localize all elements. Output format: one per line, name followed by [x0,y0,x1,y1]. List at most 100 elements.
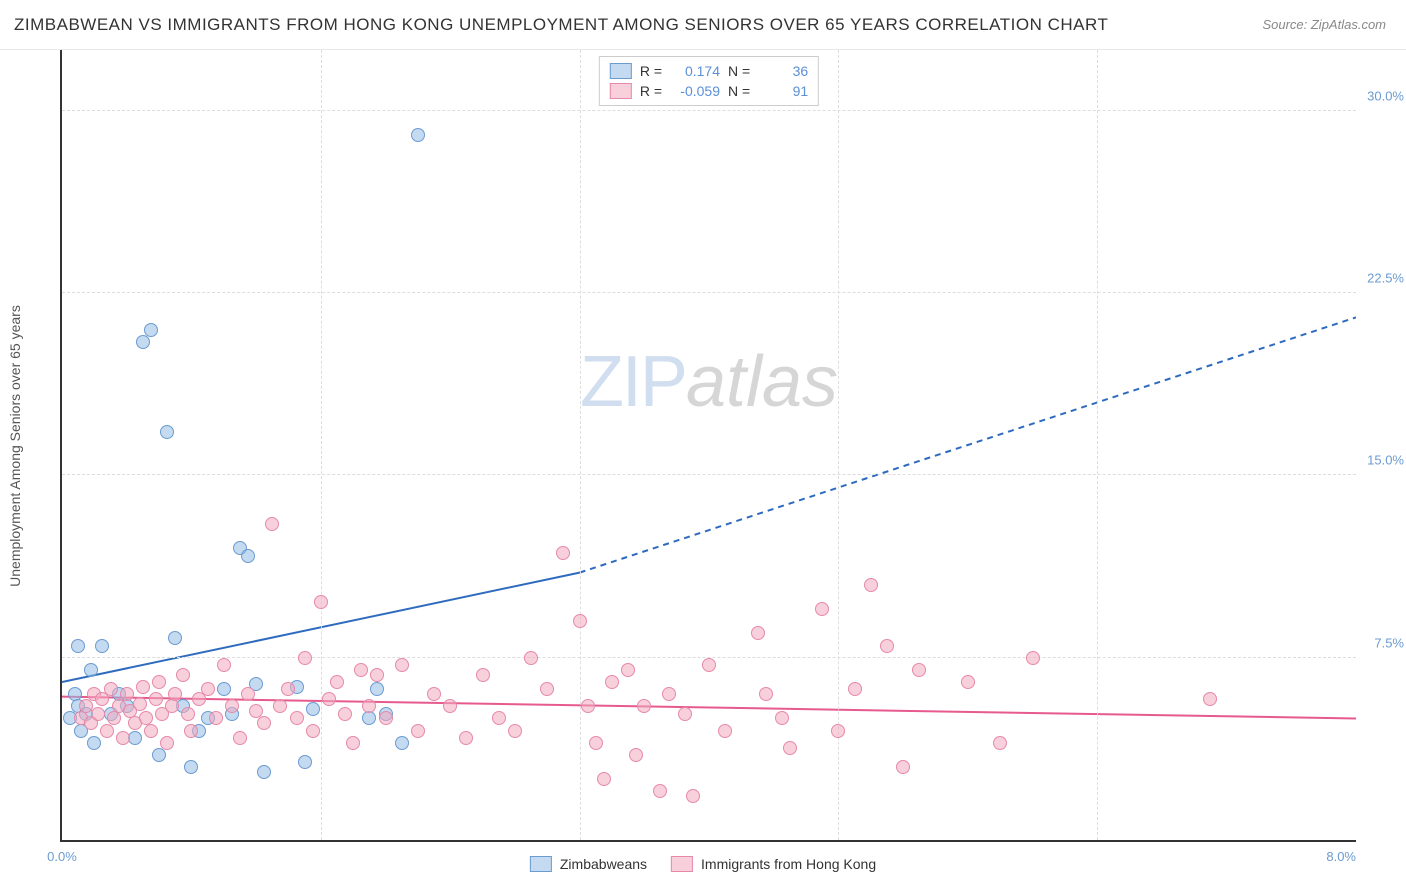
scatter-dot [209,711,223,725]
legend-swatch [530,856,552,872]
scatter-dot [775,711,789,725]
scatter-dot [104,682,118,696]
scatter-dot [330,675,344,689]
scatter-dot [168,631,182,645]
scatter-dot [290,711,304,725]
grid-line-v [838,50,839,840]
scatter-dot [322,692,336,706]
scatter-dot [265,517,279,531]
scatter-dot [411,724,425,738]
scatter-dot [120,687,134,701]
legend-stats-row: R =0.174N =36 [610,61,808,81]
scatter-dot [144,724,158,738]
scatter-dot [346,736,360,750]
scatter-dot [95,639,109,653]
scatter-dot [896,760,910,774]
grid-line-v [580,50,581,840]
scatter-dot [136,680,150,694]
scatter-dot [783,741,797,755]
scatter-dot [508,724,522,738]
scatter-dot [1203,692,1217,706]
watermark-atlas: atlas [686,342,838,422]
scatter-dot [225,699,239,713]
scatter-dot [662,687,676,701]
scatter-dot [165,699,179,713]
grid-line-v [1097,50,1098,840]
source-label: Source: ZipAtlas.com [1262,17,1386,32]
legend-stats-row: R =-0.059N =91 [610,81,808,101]
scatter-dot [459,731,473,745]
legend-item: Zimbabweans [530,856,647,872]
scatter-dot [136,335,150,349]
scatter-dot [395,736,409,750]
scatter-dot [306,724,320,738]
scatter-dot [149,692,163,706]
scatter-dot [589,736,603,750]
scatter-dot [395,658,409,672]
scatter-dot [87,736,101,750]
scatter-dot [702,658,716,672]
scatter-dot [815,602,829,616]
scatter-dot [91,707,105,721]
y-tick-label: 22.5% [1367,271,1404,286]
scatter-dot [257,765,271,779]
scatter-dot [354,663,368,677]
y-tick-label: 15.0% [1367,453,1404,468]
scatter-dot [168,687,182,701]
legend-n-label: N = [728,63,750,79]
legend-item-label: Zimbabweans [560,856,647,872]
scatter-dot [379,711,393,725]
scatter-dot [144,323,158,337]
scatter-dot [848,682,862,696]
scatter-dot [133,697,147,711]
scatter-dot [241,549,255,563]
scatter-dot [84,663,98,677]
grid-line-v [321,50,322,840]
scatter-dot [233,731,247,745]
legend-r-value: 0.174 [670,63,720,79]
scatter-dot [338,707,352,721]
legend-r-value: -0.059 [670,83,720,99]
scatter-dot [370,668,384,682]
chart-container: ZIMBABWEAN VS IMMIGRANTS FROM HONG KONG … [0,0,1406,892]
legend-n-value: 36 [758,63,808,79]
scatter-dot [605,675,619,689]
scatter-dot [160,425,174,439]
legend-item: Immigrants from Hong Kong [671,856,876,872]
scatter-dot [556,546,570,560]
y-axis-label: Unemployment Among Seniors over 65 years [7,305,23,587]
scatter-dot [759,687,773,701]
scatter-dot [176,668,190,682]
scatter-dot [678,707,692,721]
legend-r-label: R = [640,83,662,99]
scatter-dot [411,128,425,142]
trend-lines [62,50,1356,840]
scatter-dot [443,699,457,713]
scatter-dot [912,663,926,677]
scatter-dot [362,699,376,713]
x-tick-label-left: 0.0% [47,849,77,864]
legend-item-label: Immigrants from Hong Kong [701,856,876,872]
scatter-dot [298,755,312,769]
legend-swatch [610,83,632,99]
scatter-dot [306,702,320,716]
scatter-dot [993,736,1007,750]
x-tick-label-right: 8.0% [1326,849,1356,864]
scatter-dot [257,716,271,730]
scatter-dot [281,682,295,696]
scatter-dot [100,724,114,738]
scatter-dot [1026,651,1040,665]
scatter-dot [880,639,894,653]
scatter-dot [314,595,328,609]
y-tick-label: 30.0% [1367,88,1404,103]
scatter-dot [621,663,635,677]
scatter-dot [540,682,554,696]
scatter-dot [241,687,255,701]
grid-line-h [62,110,1356,111]
scatter-dot [637,699,651,713]
legend-n-label: N = [728,83,750,99]
scatter-dot [476,668,490,682]
chart-title: ZIMBABWEAN VS IMMIGRANTS FROM HONG KONG … [14,15,1108,35]
scatter-dot [217,658,231,672]
watermark: ZIPatlas [580,341,838,423]
